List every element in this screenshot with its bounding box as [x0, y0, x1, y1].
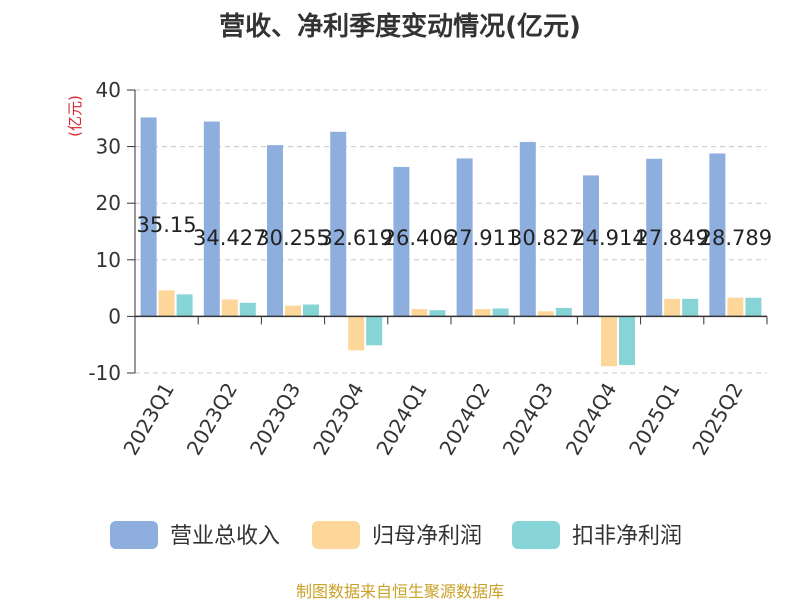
bar [492, 308, 509, 317]
bar [393, 166, 410, 317]
x-tick-label: 2023Q1 [118, 379, 178, 460]
bar [474, 309, 491, 317]
legend-swatch [312, 521, 360, 549]
y-tick-label: 20 [96, 191, 121, 215]
bar [366, 316, 383, 346]
legend: 营业总收入 归母净利润 扣非净利润 [110, 521, 682, 549]
bar [664, 298, 681, 317]
bar [348, 316, 365, 351]
bar [285, 305, 301, 317]
data-label: 34.427 [193, 226, 266, 250]
x-tick-label: 2024Q1 [371, 379, 431, 460]
source-note: 制图数据来自恒生聚源数据库 [295, 582, 504, 601]
bar [140, 117, 157, 317]
data-label: 30.255 [256, 226, 329, 250]
y-tick-label: 0 [108, 304, 121, 328]
data-label: 32.619 [319, 226, 392, 250]
data-label: 26.406 [383, 226, 456, 250]
bar [239, 302, 256, 317]
bar [745, 297, 762, 317]
y-axis-label: (亿元) [66, 95, 84, 137]
bar [555, 307, 572, 317]
bar [429, 310, 446, 317]
bar [682, 298, 699, 317]
x-tick-label: 2023Q2 [182, 379, 242, 460]
bar [303, 304, 319, 317]
bar [456, 158, 473, 317]
bar [727, 297, 744, 317]
x-tick-label: 2024Q4 [561, 379, 621, 460]
legend-label: 扣非净利润 [572, 524, 682, 549]
bar [158, 290, 175, 317]
bar [203, 121, 220, 317]
legend-label: 营业总收入 [170, 524, 280, 549]
x-tick-label: 2023Q4 [308, 379, 368, 460]
x-tick-label: 2025Q2 [687, 379, 747, 460]
bar [619, 316, 635, 366]
data-label: 27.849 [635, 226, 708, 250]
data-label: 27.911 [446, 226, 519, 250]
x-tick-label: 2023Q3 [245, 379, 305, 460]
data-label: 30.827 [509, 226, 582, 250]
bar [411, 309, 428, 317]
chart-title: 营收、净利季度变动情况(亿元) [219, 12, 581, 42]
bar [646, 158, 663, 317]
bars [140, 117, 762, 367]
data-label: 24.914 [572, 226, 645, 250]
x-tick-label: 2024Q2 [434, 378, 494, 459]
data-labels: 35.1534.42730.25532.61926.40627.91130.82… [137, 213, 773, 250]
y-tick-label: 30 [96, 135, 121, 159]
bar [176, 294, 193, 317]
data-label: 28.789 [699, 226, 772, 250]
x-tick-label: 2024Q3 [498, 379, 558, 460]
bar [330, 131, 347, 317]
bar [601, 316, 617, 367]
legend-swatch [512, 521, 560, 549]
legend-swatch [110, 521, 158, 549]
bar [583, 175, 599, 317]
bar [709, 153, 726, 317]
x-tick-label: 2025Q1 [624, 379, 684, 460]
bar [537, 311, 554, 317]
bar [519, 141, 536, 317]
y-tick-label: 10 [96, 248, 121, 272]
data-label: 35.15 [137, 213, 197, 237]
bar [267, 145, 283, 317]
bar [221, 299, 238, 317]
y-tick-label: 40 [96, 78, 121, 102]
legend-label: 归母净利润 [372, 524, 482, 549]
y-tick-label: -10 [88, 361, 121, 385]
